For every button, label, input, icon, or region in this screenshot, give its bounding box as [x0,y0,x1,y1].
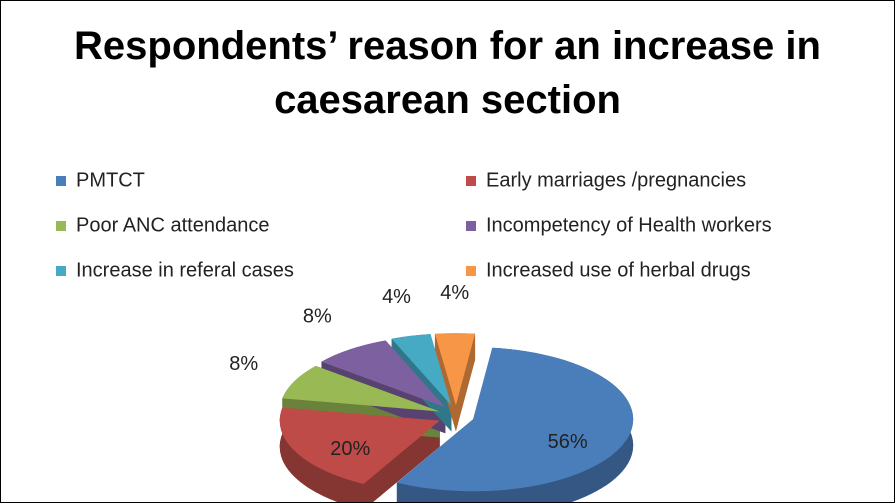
data-label: 4% [440,282,469,304]
slice [434,333,476,406]
chart-title: Respondents’ reason for an increase in c… [74,24,821,122]
legend-label: PMTCT [76,169,145,191]
slice-side [279,407,364,502]
legend-swatch [466,176,476,186]
data-label: 56% [548,431,588,453]
legend-label: Poor ANC attendance [76,214,269,236]
slice [396,347,634,492]
data-label: 8% [229,353,258,375]
legend-swatch [56,176,66,186]
slice [279,407,440,484]
data-label: 20% [330,438,370,460]
legend-swatch [56,221,66,231]
data-label: 8% [303,306,332,328]
legend-swatch [56,266,66,276]
data-label: 4% [382,286,411,308]
slice [282,365,440,412]
slice [391,334,452,406]
legend-swatch [466,266,476,276]
legend-label: Increased use of herbal drugs [486,259,751,281]
legend-label: Early marriages /pregnancies [486,169,746,191]
legend-swatch [466,221,476,231]
legend-label: Incompetency of Health workers [486,214,772,236]
slice [321,340,446,408]
legend-label: Increase in referal cases [76,259,294,281]
